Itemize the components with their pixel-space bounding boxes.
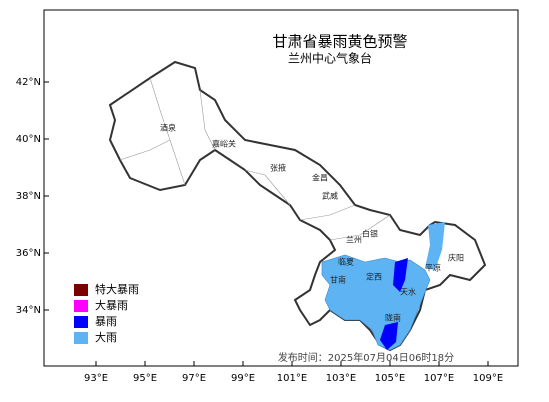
legend-label: 特大暴雨 xyxy=(95,282,139,296)
city-label: 白银 xyxy=(362,229,378,239)
map-subtitle: 兰州中心气象台 xyxy=(288,51,372,66)
legend-swatch xyxy=(74,284,88,296)
city-label: 兰州 xyxy=(346,235,362,245)
city-label: 张掖 xyxy=(270,163,286,173)
rainstorm-area xyxy=(393,258,408,292)
district-lines xyxy=(119,77,391,241)
city-label: 临夏 xyxy=(338,257,354,267)
map-title: 甘肃省暴雨黄色预警 xyxy=(272,33,407,51)
city-label: 金昌 xyxy=(312,173,328,183)
legend-label: 大雨 xyxy=(95,330,117,344)
lon-tick-label: 99°E xyxy=(231,373,255,384)
lat-tick-label: 36°N xyxy=(16,248,41,259)
legend-swatch xyxy=(74,300,88,312)
city-label: 酒泉 xyxy=(160,123,176,133)
city-label: 嘉峪关 xyxy=(212,139,236,149)
lon-tick-label: 93°E xyxy=(84,373,108,384)
heavy-rain-area xyxy=(425,222,445,270)
lon-tick-label: 97°E xyxy=(182,373,206,384)
lat-tick-label: 38°N xyxy=(16,191,41,202)
city-label: 武威 xyxy=(322,191,338,201)
legend-swatch xyxy=(74,316,88,328)
legend-swatch xyxy=(74,332,88,344)
rainstorm-area xyxy=(380,322,398,350)
lon-tick-label: 103°E xyxy=(326,373,356,384)
lon-tick-label: 107°E xyxy=(424,373,454,384)
city-label: 陇南 xyxy=(385,313,401,323)
city-label: 甘南 xyxy=(330,275,346,285)
lon-tick-label: 105°E xyxy=(375,373,405,384)
lon-tick-label: 101°E xyxy=(277,373,307,384)
city-label: 定西 xyxy=(366,272,382,282)
legend-label: 大暴雨 xyxy=(95,298,128,312)
lon-tick-label: 109°E xyxy=(473,373,503,384)
lat-tick-label: 42°N xyxy=(16,77,41,88)
lon-tick-label: 95°E xyxy=(133,373,157,384)
lat-tick-label: 40°N xyxy=(16,134,41,145)
city-label: 平凉 xyxy=(425,263,441,273)
release-time: 发布时间：2025年07月04日06时18分 xyxy=(278,351,454,364)
city-label: 庆阳 xyxy=(448,253,464,263)
legend-label: 暴雨 xyxy=(95,315,117,328)
lat-tick-label: 34°N xyxy=(16,305,41,316)
city-label: 天水 xyxy=(400,287,416,297)
